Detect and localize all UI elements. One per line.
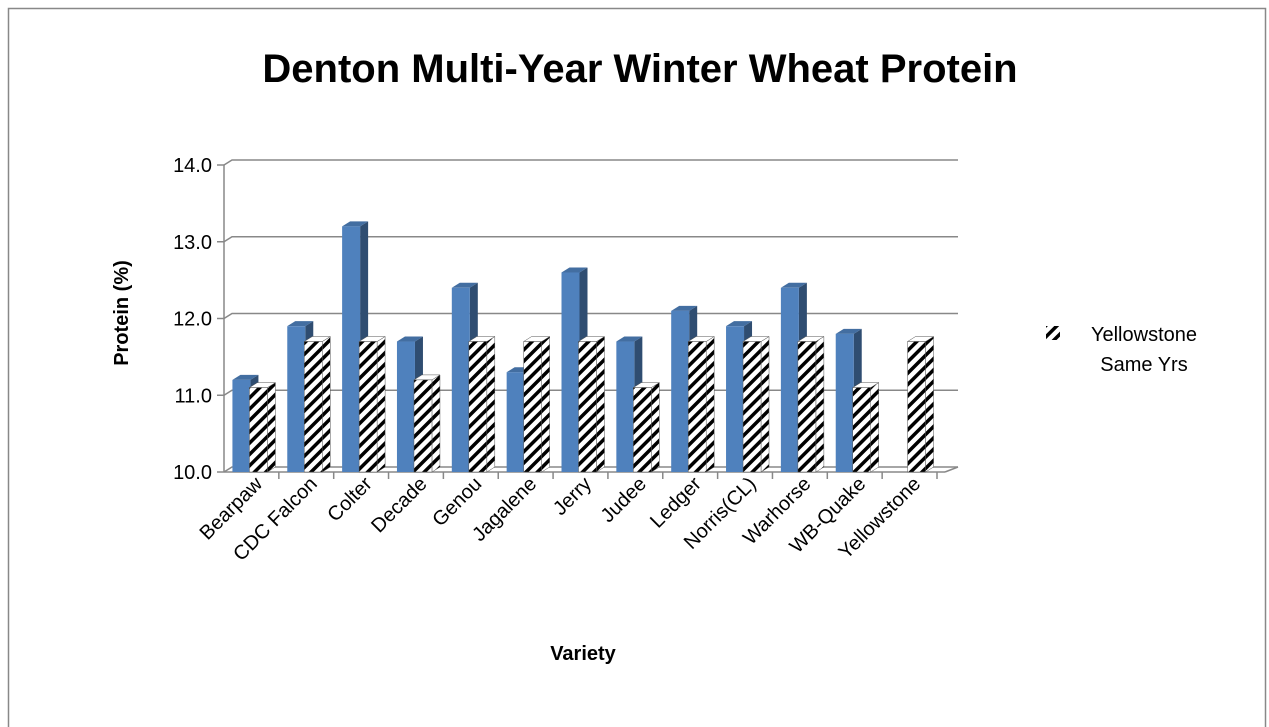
bar <box>616 341 635 472</box>
bar-side <box>376 336 386 473</box>
bar-side <box>815 336 825 473</box>
y-tick-label: 12.0 <box>173 309 212 331</box>
bar-side <box>431 374 441 473</box>
bar <box>671 310 690 472</box>
bar <box>633 387 652 473</box>
bar <box>907 341 926 473</box>
bar <box>304 341 323 473</box>
bar-top <box>342 221 369 227</box>
bar-top <box>232 374 259 380</box>
bar <box>358 341 378 473</box>
grid-line <box>223 389 958 396</box>
grid-line <box>223 312 958 320</box>
bar-side <box>322 336 331 473</box>
bar <box>413 379 433 473</box>
grid-line <box>223 159 958 166</box>
bar <box>742 341 762 473</box>
bar <box>578 341 597 473</box>
grid-line <box>223 236 958 243</box>
bar <box>523 341 542 473</box>
bar <box>232 379 251 472</box>
bar <box>287 326 306 472</box>
legend-label: Yellowstone Same Yrs <box>1090 324 1197 376</box>
bar <box>561 272 580 472</box>
legend-swatch <box>1046 326 1060 340</box>
bar <box>835 333 854 472</box>
bar-top <box>396 336 423 342</box>
bar-side <box>486 336 496 473</box>
chart-title: Denton Multi-Year Winter Wheat Protein <box>262 47 1017 91</box>
bar-side <box>596 336 605 473</box>
bar <box>468 341 488 473</box>
bar <box>396 341 415 472</box>
y-tick-label: 10.0 <box>173 462 212 484</box>
bar-side <box>541 336 550 473</box>
bar <box>506 372 525 472</box>
bar <box>780 287 799 472</box>
x-axis-title: Variety <box>550 643 616 665</box>
bar-side <box>760 336 770 473</box>
bar <box>342 226 361 472</box>
bar-side <box>925 336 934 473</box>
bar-top <box>726 321 753 327</box>
bar-side <box>651 382 660 473</box>
bar-side <box>267 382 276 473</box>
bar <box>726 326 745 472</box>
y-tick-label: 13.0 <box>173 232 212 254</box>
bar <box>797 341 817 473</box>
bar-top <box>287 321 314 327</box>
bar-side <box>870 382 879 473</box>
y-tick-label: 11.0 <box>175 385 212 407</box>
bar-top <box>561 267 588 273</box>
bar <box>451 287 470 472</box>
bar <box>249 387 268 473</box>
bar <box>852 387 871 473</box>
bar-top <box>451 282 478 288</box>
bar-top <box>780 282 807 288</box>
y-axis-title: Protein (%) <box>111 260 133 366</box>
grid-line <box>223 466 958 473</box>
y-tick-label: 14.0 <box>173 155 212 177</box>
bar <box>687 341 707 473</box>
floor-edge <box>944 466 959 473</box>
bar-side <box>705 336 715 473</box>
bar-top <box>835 328 862 334</box>
bar-top <box>616 336 643 342</box>
bar-top <box>671 305 698 311</box>
